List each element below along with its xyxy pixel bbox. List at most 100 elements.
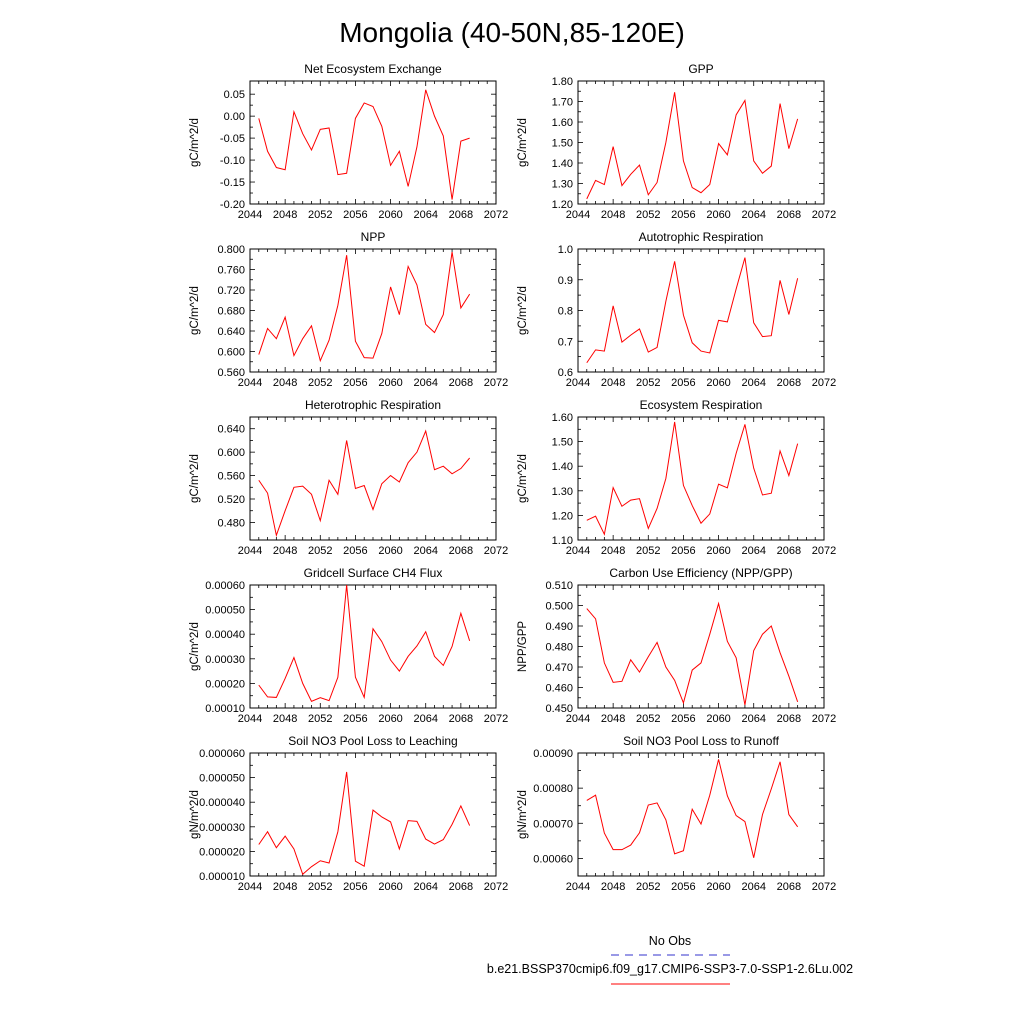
series-line xyxy=(258,429,471,538)
y-tick-label: 0.460 xyxy=(545,683,573,695)
x-tick-label: 2056 xyxy=(671,209,695,221)
y-axis-label: gN/m^2/d xyxy=(517,790,529,839)
y-tick-label: 0.000020 xyxy=(199,846,245,858)
plot-frame xyxy=(577,248,825,373)
y-tick-label: 0.510 xyxy=(545,580,573,592)
y-axis-label: gC/m^2/d xyxy=(517,286,529,335)
y-tick-label: 0.680 xyxy=(217,306,245,318)
panel-title: NPP xyxy=(361,230,386,244)
y-tick-label: 1.30 xyxy=(552,179,573,191)
x-tick-label: 2068 xyxy=(777,545,801,557)
plot-frame xyxy=(577,584,825,709)
y-tick-label: -0.15 xyxy=(220,177,245,189)
plot-frame xyxy=(249,752,497,877)
y-tick-label: 0.00030 xyxy=(205,654,245,666)
chart-grid: 2044 2048 2052 2056 2060 2064 2068 2072 -0.20 -0.… xyxy=(189,62,836,893)
y-tick-label: 0.00060 xyxy=(533,853,573,865)
x-tick-label: 2048 xyxy=(273,209,297,221)
x-tick-label: 2048 xyxy=(273,545,297,557)
x-tick-label: 2072 xyxy=(812,881,836,893)
x-tick-label: 2064 xyxy=(741,545,765,557)
y-tick-label: 0.00020 xyxy=(205,678,245,690)
chart-panel: 2044 2048 2052 2056 2060 2064 2068 2072 1.20 1.30… xyxy=(517,62,836,221)
x-tick-label: 2072 xyxy=(484,209,508,221)
x-tick-label: 2052 xyxy=(308,209,332,221)
panel-title: GPP xyxy=(688,62,713,76)
y-tick-label: -0.20 xyxy=(220,199,245,211)
x-tick-label: 2064 xyxy=(413,713,437,725)
x-tick-label: 2048 xyxy=(273,881,297,893)
y-tick-label: 0.500 xyxy=(545,601,573,613)
y-axis-label: gC/m^2/d xyxy=(189,622,201,671)
x-tick-label: 2052 xyxy=(308,881,332,893)
y-tick-label: 0.520 xyxy=(217,494,245,506)
panel-title: Heterotrophic Respiration xyxy=(305,398,441,412)
x-tick-label: 2052 xyxy=(636,545,660,557)
series-line xyxy=(586,421,799,536)
y-axis-label: gN/m^2/d xyxy=(189,790,201,839)
y-tick-label: 0.00050 xyxy=(205,605,245,617)
y-axis-label: NPP/GPP xyxy=(517,621,529,672)
y-tick-label: 1.20 xyxy=(552,199,573,211)
x-tick-label: 2044 xyxy=(238,881,262,893)
y-tick-label: 0.00070 xyxy=(533,818,573,830)
y-tick-label: 1.40 xyxy=(552,461,573,473)
y-tick-label: 0.720 xyxy=(217,285,245,297)
x-tick-label: 2060 xyxy=(378,881,402,893)
x-tick-label: 2052 xyxy=(636,209,660,221)
y-tick-label: 1.20 xyxy=(552,510,573,522)
x-tick-label: 2056 xyxy=(343,377,367,389)
y-tick-label: 0.490 xyxy=(545,621,573,633)
x-tick-label: 2060 xyxy=(706,713,730,725)
y-axis-label: gC/m^2/d xyxy=(517,118,529,167)
x-tick-label: 2060 xyxy=(378,377,402,389)
x-tick-label: 2064 xyxy=(413,209,437,221)
y-tick-label: 0.640 xyxy=(217,424,245,436)
x-tick-label: 2068 xyxy=(449,881,473,893)
x-tick-label: 2048 xyxy=(601,881,625,893)
x-tick-label: 2060 xyxy=(378,209,402,221)
y-tick-label: 1.70 xyxy=(552,97,573,109)
x-tick-label: 2060 xyxy=(378,713,402,725)
plot-frame xyxy=(577,416,825,541)
y-tick-label: 0.560 xyxy=(217,471,245,483)
x-tick-label: 2060 xyxy=(706,545,730,557)
x-tick-label: 2072 xyxy=(484,377,508,389)
y-tick-label: 0.00060 xyxy=(205,580,245,592)
y-tick-label: -0.10 xyxy=(220,155,245,167)
x-tick-label: 2068 xyxy=(777,377,801,389)
y-tick-label: 1.40 xyxy=(552,158,573,170)
x-tick-label: 2044 xyxy=(238,545,262,557)
plot-frame xyxy=(577,752,825,877)
x-tick-label: 2072 xyxy=(812,713,836,725)
x-tick-label: 2052 xyxy=(636,881,660,893)
y-tick-label: 0.600 xyxy=(217,347,245,359)
panel-title: Carbon Use Efficiency (NPP/GPP) xyxy=(609,566,792,580)
y-tick-label: 0.05 xyxy=(224,89,245,101)
x-tick-label: 2064 xyxy=(413,881,437,893)
plot-frame xyxy=(249,80,497,205)
y-tick-label: 0.450 xyxy=(545,703,573,715)
panel-title: Gridcell Surface CH4 Flux xyxy=(304,566,443,580)
x-tick-label: 2060 xyxy=(706,377,730,389)
series-line xyxy=(586,759,799,858)
x-tick-label: 2064 xyxy=(413,545,437,557)
y-tick-label: 1.0 xyxy=(558,244,573,256)
y-tick-label: 0.600 xyxy=(217,447,245,459)
y-tick-label: 0.640 xyxy=(217,326,245,338)
chart-panel: 2044 2048 2052 2056 2060 2064 2068 2072 0.000010… xyxy=(189,734,508,893)
y-tick-label: 0.760 xyxy=(217,265,245,277)
chart-panel: 2044 2048 2052 2056 2060 2064 2068 2072 0.00060 0… xyxy=(517,734,836,893)
x-tick-label: 2064 xyxy=(741,377,765,389)
x-tick-label: 2048 xyxy=(601,209,625,221)
x-tick-label: 2048 xyxy=(601,377,625,389)
x-tick-label: 2056 xyxy=(343,545,367,557)
y-tick-label: 0.6 xyxy=(558,367,573,379)
x-tick-label: 2060 xyxy=(706,881,730,893)
x-tick-label: 2052 xyxy=(308,545,332,557)
x-tick-label: 2052 xyxy=(636,713,660,725)
figure-title: Mongolia (40-50N,85-120E) xyxy=(339,17,685,48)
y-tick-label: 0.000040 xyxy=(199,797,245,809)
x-tick-label: 2056 xyxy=(343,209,367,221)
